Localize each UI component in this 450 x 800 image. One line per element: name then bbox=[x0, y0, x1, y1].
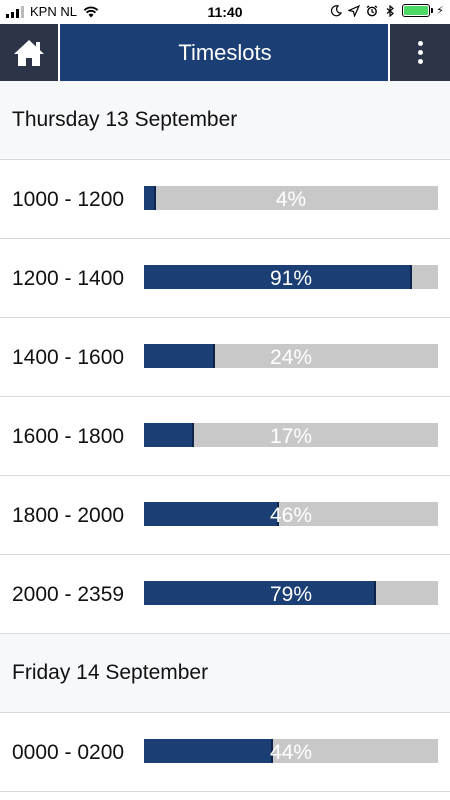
timeslot-time: 1600 - 1800 bbox=[12, 425, 125, 448]
page-title: Timeslots bbox=[178, 40, 272, 65]
more-vertical-icon bbox=[417, 41, 423, 64]
timeslot-row[interactable]: 0000 - 0200 44% bbox=[0, 713, 450, 792]
carrier-name: KPN NL bbox=[30, 4, 77, 19]
wifi-icon bbox=[83, 6, 99, 17]
timeslot-time: 1200 - 1400 bbox=[12, 267, 125, 290]
occupancy-percent: 44% bbox=[269, 741, 313, 764]
occupancy-bar: 24% bbox=[144, 344, 438, 369]
timeslot-row[interactable]: 1200 - 1400 91% bbox=[0, 239, 450, 318]
occupancy-percent: 46% bbox=[269, 504, 313, 527]
timeslot-time: 1400 - 1600 bbox=[12, 346, 125, 369]
status-left: KPN NL bbox=[6, 4, 99, 19]
moon-icon bbox=[331, 4, 343, 16]
day-header: Thursday 13 September bbox=[0, 81, 450, 160]
timeslot-time: 1000 - 1200 bbox=[12, 188, 125, 211]
app-header: Timeslots bbox=[0, 24, 450, 81]
timeslot-row[interactable]: 1800 - 2000 46% bbox=[0, 476, 450, 555]
bluetooth-icon bbox=[386, 4, 395, 17]
status-time: 11:40 bbox=[207, 4, 243, 20]
occupancy-fill bbox=[144, 581, 377, 605]
alarm-icon bbox=[366, 4, 378, 16]
timeslot-row[interactable]: 1600 - 1800 17% bbox=[0, 397, 450, 476]
occupancy-bar: 17% bbox=[144, 423, 438, 448]
occupancy-fill bbox=[144, 265, 412, 289]
occupancy-bar: 91% bbox=[144, 265, 438, 290]
occupancy-bar: 4% bbox=[144, 186, 438, 211]
occupancy-fill bbox=[144, 423, 194, 447]
day-header: Friday 14 September bbox=[0, 634, 450, 713]
occupancy-percent: 79% bbox=[269, 583, 313, 606]
battery-icon bbox=[402, 4, 434, 17]
timeslot-list: Thursday 13 September 1000 - 1200 4% 120… bbox=[0, 81, 450, 792]
occupancy-fill bbox=[144, 344, 215, 368]
charging-icon: ⚡ bbox=[436, 5, 444, 17]
timeslot-row[interactable]: 1000 - 1200 4% bbox=[0, 160, 450, 239]
occupancy-percent: 4% bbox=[275, 188, 307, 211]
occupancy-percent: 17% bbox=[269, 425, 313, 448]
status-right: ⚡ bbox=[330, 4, 444, 17]
occupancy-percent: 24% bbox=[269, 346, 313, 369]
timeslot-time: 1800 - 2000 bbox=[12, 504, 125, 527]
timeslot-row[interactable]: 1400 - 1600 24% bbox=[0, 318, 450, 397]
occupancy-fill bbox=[144, 502, 280, 526]
timeslot-row[interactable]: 2000 - 2359 79% bbox=[0, 555, 450, 634]
location-icon bbox=[348, 4, 361, 17]
timeslot-time: 0000 - 0200 bbox=[12, 741, 125, 764]
status-bar: KPN NL 11:40 ⚡ bbox=[0, 0, 450, 24]
occupancy-fill bbox=[144, 186, 156, 210]
occupancy-bar: 44% bbox=[144, 739, 438, 764]
occupancy-bar: 79% bbox=[144, 581, 438, 606]
occupancy-percent: 91% bbox=[269, 267, 313, 290]
home-icon bbox=[14, 39, 44, 66]
timeslot-time: 2000 - 2359 bbox=[12, 583, 125, 606]
signal-icon bbox=[6, 5, 24, 18]
home-button[interactable] bbox=[0, 24, 60, 81]
occupancy-bar: 46% bbox=[144, 502, 438, 527]
more-menu-button[interactable] bbox=[388, 24, 450, 81]
occupancy-fill bbox=[144, 739, 274, 763]
